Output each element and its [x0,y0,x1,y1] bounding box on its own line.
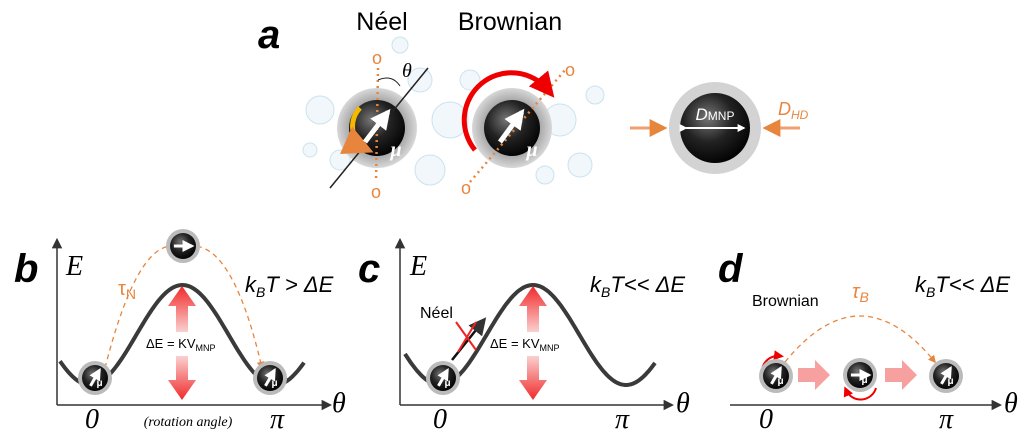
moment-label: μ [861,375,867,386]
axis-label: o [461,178,471,198]
mechanism-label: Néel [420,305,453,322]
particle: μ [843,358,877,392]
transition-arc [785,316,935,362]
relaxation-time: τB [852,281,869,305]
subscript: MNP [708,109,735,123]
particle [166,229,200,263]
panel-label: b [14,247,38,291]
condition: kBT<< ΔE [915,272,1010,300]
angle-label: θ [402,60,412,82]
figure: a Néel Brownian o o θ μ o o μ DMNP DHD b… [0,0,1035,432]
subscript: MNP [540,343,560,353]
panel-label: c [358,247,380,291]
x-start: 0 [85,404,99,432]
subscript: B [926,284,935,300]
particle: μ [78,361,112,395]
barrier-label: ΔE = KVMNP [146,336,216,353]
particle: μ [253,361,287,395]
panel-label: a [258,13,280,57]
subscript: B [601,284,610,300]
x-start: 0 [433,404,447,432]
x-axis-label: θ [332,388,346,419]
x-axis-label: θ [676,388,690,419]
mechanism-label: Brownian [752,293,819,310]
text-part: T<< ΔE [610,272,685,297]
condition: kBT<< ΔE [590,272,685,300]
blocked-rotation [452,320,484,360]
y-axis-label: E [409,251,427,282]
moment-label: μ [947,376,953,387]
subscript: HD [791,108,809,122]
particle: μ [929,359,963,393]
x-axis-label: θ [1004,388,1018,419]
text-part: ΔE = KV [146,336,196,351]
subscript: B [256,284,265,300]
moment-label: μ [96,378,102,389]
text-part: D [696,105,708,124]
y-axis-label: E [65,251,83,282]
neel-title: Néel [356,8,407,36]
moment-label: μ [444,378,450,389]
x-start: 0 [759,404,773,432]
moment-label: μ [389,139,401,161]
subscript: B [859,289,868,305]
particle: μ [426,361,460,395]
moment-label: μ [525,139,537,161]
relaxation-time: τN [118,278,136,302]
brownian-title: Brownian [458,8,562,36]
size-particle [630,82,800,174]
panel-label: d [718,247,744,291]
subscript: MNP [196,343,216,353]
x-end: π [615,404,630,432]
subscript: N [126,286,136,302]
x-end: π [939,404,954,432]
text-part: D [778,99,791,119]
x-end: π [270,404,285,432]
text-part: ΔE = KV [490,336,540,351]
particle: μ [759,359,793,393]
barrier-label: ΔE = KVMNP [490,336,560,353]
condition: kBT > ΔE [245,272,334,300]
moment-label: μ [777,376,783,387]
moment-label: μ [271,378,277,389]
brownian-particle [464,70,565,182]
text-part: τ [118,278,126,300]
axis-label: o [372,48,382,68]
text-part: T > ΔE [265,272,333,297]
text-part: T<< ΔE [935,272,1010,297]
hydro-diameter: DHD [778,99,809,122]
axis-label: o [371,182,381,202]
neel-particle [330,68,428,188]
x-note: (rotation angle) [144,415,233,430]
axis-label: o [565,60,575,80]
